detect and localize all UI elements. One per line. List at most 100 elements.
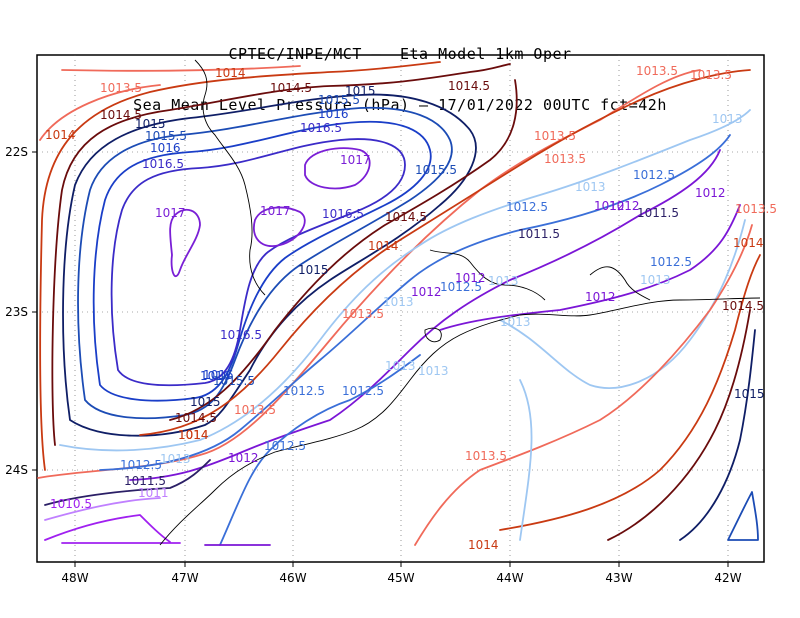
isobar-1014-diag — [139, 69, 751, 436]
isobar-label: 1012 — [228, 451, 259, 465]
isobar-label: 1012.5 — [120, 458, 162, 472]
x-tick-label: 42W — [714, 571, 741, 585]
isobar-label: 1013 — [385, 359, 416, 373]
isobar-label: 1014.5 — [175, 411, 217, 425]
isobar-label: 1013.5 — [735, 202, 777, 216]
isobar-label: 1013.5 — [234, 403, 276, 417]
isobar-label: 1012.5 — [633, 168, 675, 182]
isobar-label: 1013 — [488, 274, 519, 288]
isobar-1017-mid — [253, 206, 306, 247]
isobar-1014-5 — [51, 63, 511, 446]
isobar-label: 1014 — [215, 66, 246, 80]
isobar-label: 1015.5 — [213, 374, 255, 388]
isobar-label: 1014 — [178, 428, 209, 442]
isobar-1016-5 — [110, 138, 406, 387]
isobar-label: 1015 — [734, 387, 765, 401]
y-tick-label: 22S — [5, 145, 28, 159]
isobar-lines — [37, 61, 761, 546]
isobar-label: 1012 — [411, 285, 442, 299]
isobar-label: 1014 — [468, 538, 499, 552]
coastline-bay — [429, 249, 546, 301]
isobar-1013-south — [519, 379, 533, 541]
isobar-label: 1017 — [260, 204, 291, 218]
coastline-main — [159, 297, 761, 546]
isobar-1015-5-se — [727, 491, 759, 541]
isobar-1013-5-west — [61, 65, 301, 72]
isobar-label: 1014 — [45, 128, 76, 142]
isobar-1011-5 — [44, 459, 211, 506]
isobar-label: 1013 — [640, 273, 671, 287]
isobar-label: 1014.5 — [100, 108, 142, 122]
isobar-label: 1011.5 — [637, 206, 679, 220]
isobar-1013-east — [499, 219, 746, 389]
isobar-label: 1013.5 — [636, 64, 678, 78]
isobar-label: 1012 — [455, 271, 486, 285]
coastline-north — [194, 59, 266, 296]
isobar-1013-5-west-b — [39, 84, 161, 141]
isobar-1015 — [62, 93, 477, 437]
isobar-label: 1016.5 — [142, 157, 184, 171]
isobar-1010-5 — [44, 514, 171, 543]
x-tick-label: 46W — [279, 571, 306, 585]
y-tick-label: 23S — [5, 305, 28, 319]
isobar-label: 1013.5 — [690, 68, 732, 82]
isobar-label: 1013 — [418, 364, 449, 378]
y-tick-label: 24S — [5, 463, 28, 477]
x-tick-labels: 48W 47W 46W 45W 44W 43W 42W — [61, 562, 742, 585]
isobar-label: 1016 — [150, 141, 181, 155]
isobar-label: 1015.5 — [415, 163, 457, 177]
isobar-label: 1013.5 — [544, 152, 586, 166]
isobar-label: 1016.5 — [322, 207, 364, 221]
x-tick-label: 45W — [387, 571, 414, 585]
isobar-label: 1012 — [585, 290, 616, 304]
isobar-label: 1014.5 — [448, 79, 490, 93]
isobar-1016 — [92, 120, 432, 402]
isobar-1012-5-south — [219, 354, 421, 546]
isobar-label: 1012.5 — [283, 384, 325, 398]
y-tick-labels: 22S 23S 24S — [5, 145, 37, 477]
isobar-label: 1013 — [500, 315, 531, 329]
x-tick-label: 43W — [605, 571, 632, 585]
isobar-label: 1013.5 — [100, 81, 142, 95]
isobar-label: 1012.5 — [506, 200, 548, 214]
isobar-label: 1017 — [340, 153, 371, 167]
isobar-1011 — [44, 497, 161, 521]
isobar-label: 1015.5 — [318, 93, 360, 107]
isobar-label: 1014 — [733, 236, 764, 250]
isobar-label: 1016 — [200, 369, 231, 383]
isobar-label: 1014 — [178, 428, 209, 442]
x-tick-label: 44W — [496, 571, 523, 585]
isobar-1014-west — [39, 61, 441, 471]
isobar-1017-east — [304, 147, 371, 190]
isobar-label: 1016.5 — [220, 328, 262, 342]
x-tick-label: 48W — [61, 571, 88, 585]
isobar-label: 1013 — [712, 112, 743, 126]
isobar-label: 1011 — [138, 486, 169, 500]
isobar-1015-south — [679, 329, 756, 541]
isobar-label: 1011.5 — [124, 474, 166, 488]
isobar-1012-5-diag — [99, 134, 731, 471]
isobar-1013-5-arc — [37, 69, 701, 479]
isobar-label: 1013.5 — [534, 129, 576, 143]
isobar-label: 1014.5 — [385, 210, 427, 224]
isobar-label: 1012.5 — [342, 384, 384, 398]
isobar-label: 1015 — [190, 395, 221, 409]
isobar-1014-south — [499, 254, 761, 531]
isobar-label: 1013.5 — [465, 449, 507, 463]
isobar-label: 1012.5 — [650, 255, 692, 269]
isobar-1012-diag — [129, 149, 721, 481]
isobar-1015-5 — [77, 106, 453, 420]
isobar-label: 1012 — [594, 199, 625, 213]
isobar-label: 1013.5 — [342, 307, 384, 321]
isobar-label: 1015 — [135, 117, 166, 131]
isobar-label: 1012.5 — [264, 439, 306, 453]
title-line-1: CPTEC/INPE/MCT – Eta Model 1km Oper — [228, 45, 572, 63]
isobar-label: 1013 — [383, 295, 414, 309]
x-tick-label: 47W — [171, 571, 198, 585]
isobar-label: 1016 — [318, 107, 349, 121]
isobar-label: 1017 — [155, 206, 186, 220]
isobar-1013-diag — [59, 109, 751, 452]
isobar-label: 1011.5 — [518, 227, 560, 241]
